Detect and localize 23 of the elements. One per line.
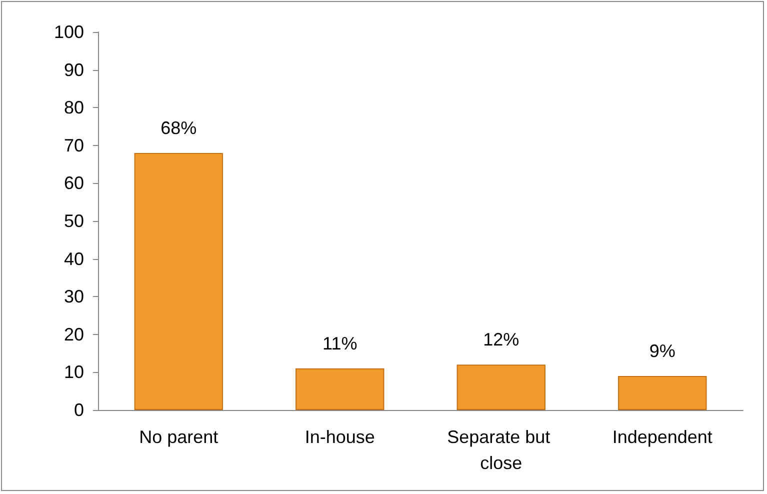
bar <box>296 368 384 410</box>
bar <box>618 376 707 410</box>
data-label: 68% <box>160 118 197 138</box>
y-tick-label: 50 <box>64 211 84 231</box>
y-tick-label: 100 <box>54 22 84 42</box>
x-tick-label: Separate but close <box>447 427 556 473</box>
y-tick-label: 70 <box>64 135 84 156</box>
y-tick-label: 30 <box>64 286 84 307</box>
bar <box>456 364 546 410</box>
y-tick-label: 60 <box>64 173 84 194</box>
data-label: 9% <box>649 340 676 361</box>
x-tick-label: No parent <box>139 427 218 447</box>
x-tick-label: In-house <box>304 427 375 447</box>
x-tick-label: Independent <box>612 427 712 447</box>
y-tick-label: 0 <box>74 400 84 420</box>
y-tick-label: 20 <box>64 324 84 344</box>
data-label: 11% <box>322 333 358 354</box>
y-tick-label: 10 <box>64 362 84 382</box>
bar <box>134 152 223 410</box>
y-tick-label: 90 <box>64 60 84 80</box>
y-tick-label: 80 <box>64 98 84 118</box>
y-tick-label: 40 <box>64 248 84 269</box>
data-label: 12% <box>483 330 520 350</box>
